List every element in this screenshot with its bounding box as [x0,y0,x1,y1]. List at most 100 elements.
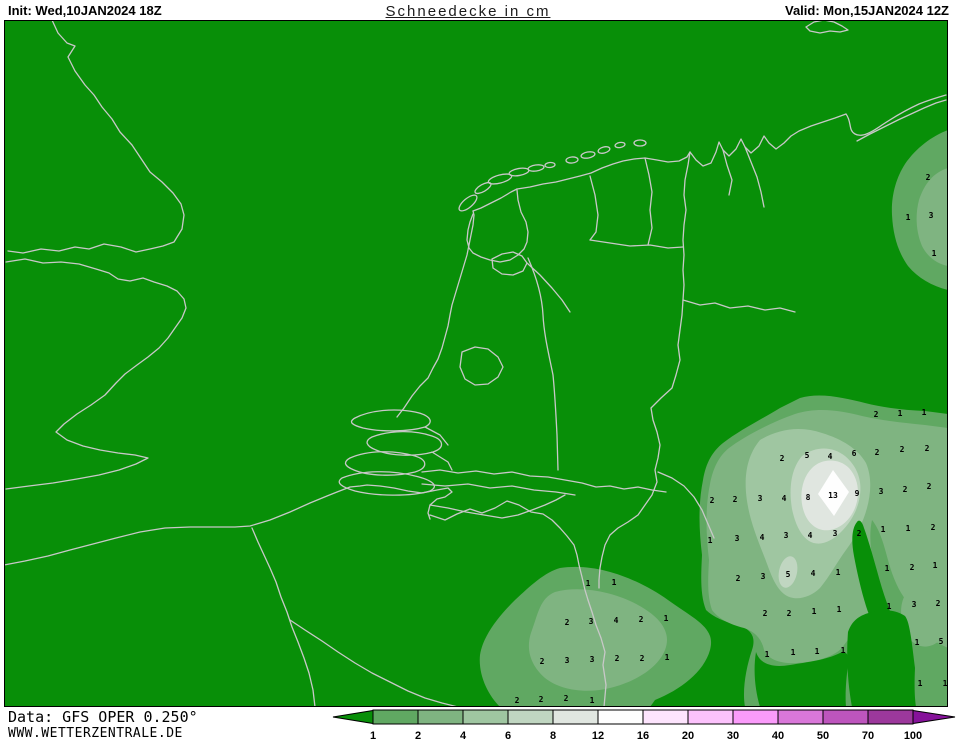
snow-value-label: 2 [640,654,645,663]
snow-value-label: 1 [664,614,669,623]
legend-segment [687,709,734,725]
valid-timestamp: Valid: Mon,15JAN2024 12Z [784,3,949,18]
website-label: WWW.WETTERZENTRALE.DE [8,726,183,741]
legend-segment [372,709,419,725]
legend-tick-label: 12 [592,730,604,741]
snow-depth-layer [479,130,948,707]
snow-value-label: 1 [586,579,591,588]
legend-tick-label: 4 [460,730,467,741]
snow-value-label: 2 [936,599,941,608]
map-frame [4,20,948,707]
legend-segment [642,709,689,725]
snow-value-label: 2 [903,485,908,494]
legend-tick-label: 50 [817,730,829,741]
snow-value-label: 1 [933,561,938,570]
snow-value-label: 1 [915,638,920,647]
snow-value-label: 13 [828,491,838,500]
page-title: Schneedecke in cm [385,3,551,20]
snow-value-label: 4 [808,531,813,540]
snow-value-label: 4 [828,452,833,461]
snow-value-label: 1 [885,564,890,573]
snow-value-label: 2 [910,563,915,572]
snow-value-label: 2 [857,529,862,538]
snow-value-label: 2 [925,444,930,453]
snow-value-label: 3 [565,656,570,665]
snow-value-label: 2 [926,173,931,182]
legend-segment [417,709,464,725]
snow-value-label: 3 [590,655,595,664]
snow-value-label: 4 [782,494,787,503]
snow-value-label: 1 [837,605,842,614]
snow-value-label: 4 [760,533,765,542]
snow-value-label: 2 [515,696,520,705]
snow-value-label: 1 [887,602,892,611]
snow-value-label: 1 [815,647,820,656]
snow-value-label: 2 [564,694,569,703]
snow-value-label: 3 [879,487,884,496]
snow-value-label: 1 [590,696,595,705]
snow-value-label: 3 [589,617,594,626]
legend-tick-label: 20 [682,730,694,741]
legend-tick-label: 100 [904,730,922,741]
snow-value-label: 2 [736,574,741,583]
legend-segment [822,709,869,725]
snow-value-label: 2 [615,654,620,663]
snow-value-label: 3 [784,531,789,540]
snow-value-label: 2 [733,495,738,504]
snow-value-label: 4 [811,569,816,578]
legend-segment [552,709,599,725]
snow-value-label: 2 [931,523,936,532]
legend-tick-label: 16 [637,730,649,741]
snow-value-label: 2 [639,615,644,624]
legend-underflow-arrow [332,709,374,725]
snow-value-label: 1 [906,213,911,222]
snow-value-label: 6 [852,449,857,458]
snow-value-label: 1 [665,653,670,662]
snow-value-label: 1 [812,607,817,616]
snow-value-label: 5 [786,570,791,579]
snow-value-label: 1 [841,646,846,655]
legend-tick-label: 6 [505,730,511,741]
snow-value-label: 4 [614,616,619,625]
snow-value-label: 2 [875,448,880,457]
snow-value-label: 3 [929,211,934,220]
snow-value-label: 2 [763,609,768,618]
snow-value-label: 2 [874,410,879,419]
snow-value-label: 1 [612,578,617,587]
color-legend: 1 2 4 6 8 12 16 20 30 40 50 70 100 [332,709,956,741]
legend-segment [777,709,824,725]
snow-value-label: 2 [540,657,545,666]
snow-value-label: 3 [912,600,917,609]
snow-value-label: 1 [898,409,903,418]
snow-value-label: 2 [565,618,570,627]
legend-tick-label: 1 [370,730,376,741]
snow-value-label: 2 [787,609,792,618]
snow-value-label: 2 [927,482,932,491]
snow-value-label: 1 [943,679,948,688]
snow-value-label: 5 [939,637,944,646]
snow-value-label: 1 [791,648,796,657]
coastlines-layer [3,19,947,708]
snow-value-label: 2 [900,445,905,454]
snow-value-label: 3 [761,572,766,581]
snow-value-label: 1 [708,536,713,545]
snow-value-label: 1 [765,650,770,659]
snow-value-label: 2 [539,695,544,704]
snow-value-label: 1 [922,408,927,417]
legend-tick-label: 2 [415,730,421,741]
value-labels-layer: 21 312 1 12 5 4 6 2 2 22 2 3 4 8 13 9 3 2 21 3 4 3 4 3 2 1 1 22 3 5 4 1… [515,173,948,705]
legend-segment [507,709,554,725]
snow-value-label: 3 [758,494,763,503]
data-source-label: Data: GFS OPER 0.250° [8,708,198,726]
snow-value-label: 2 [780,454,785,463]
snow-value-label: 3 [735,534,740,543]
snow-value-label: 1 [906,524,911,533]
weather-map: 2 1 3 1 2 1 1 2 5 4 6 2 2 2 2 2 3 4 8 13 9 3 2 2 1 3 4 3 4 3 2 1 1 2 2 3 5 4 1… [3,19,948,708]
snow-value-label: 5 [805,451,810,460]
snow-value-label: 9 [855,489,860,498]
snow-value-label: 1 [836,568,841,577]
snow-value-label: 8 [806,493,811,502]
snow-value-label: 1 [918,679,923,688]
legend-segment [597,709,644,725]
legend-overflow-arrow [912,709,956,725]
